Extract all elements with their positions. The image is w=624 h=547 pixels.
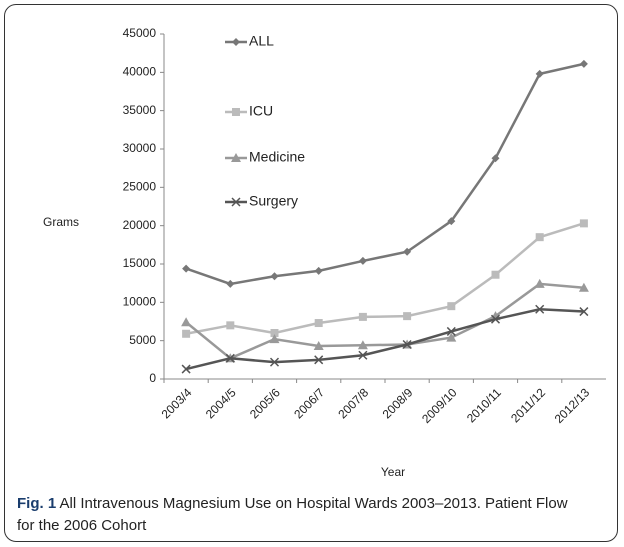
marker (181, 364, 191, 374)
marker (578, 282, 589, 292)
x-tick-label: 2003/4 (159, 385, 195, 421)
y-tick-label: 25000 (123, 180, 157, 194)
marker (446, 326, 456, 336)
chart: Grams Year 0 5000 10000 15000 20000 25000 3000… (43, 26, 606, 479)
legend-label: Surgery (249, 193, 298, 209)
marker (314, 266, 323, 275)
marker (535, 304, 545, 314)
marker (491, 154, 500, 163)
marker (357, 340, 368, 350)
marker (225, 353, 235, 363)
x-tick-label: 2004/5 (203, 385, 239, 421)
marker (358, 350, 368, 360)
marker (226, 279, 235, 288)
y-tick-label: 45000 (123, 26, 157, 40)
marker (314, 355, 324, 365)
y-tick-label: 20000 (123, 218, 157, 232)
marker (231, 197, 241, 207)
marker (231, 153, 241, 162)
marker (232, 108, 240, 116)
marker (358, 312, 367, 321)
marker (535, 233, 544, 242)
y-tick-label: 40000 (123, 65, 157, 79)
y-tick-label: 10000 (123, 295, 157, 309)
legend-label: ALL (249, 33, 274, 49)
series-line (185, 307, 584, 371)
marker (313, 341, 324, 351)
marker (358, 256, 367, 265)
marker (579, 307, 589, 317)
marker (535, 69, 544, 78)
y-tick-label: 0 (149, 371, 156, 385)
x-tick-label: 2012/13 (552, 385, 593, 426)
x-tick-label: 2007/8 (335, 385, 371, 421)
y-axis-label: Grams (43, 215, 79, 229)
series-line (185, 62, 585, 286)
caption-label: Fig. 1 (17, 495, 57, 512)
x-tick-label: 2010/11 (464, 385, 504, 425)
marker (181, 317, 192, 327)
marker (270, 329, 279, 337)
x-tick-label: 2011/12 (508, 385, 548, 425)
x-tick-label: 2009/10 (419, 385, 460, 426)
y-tick-label: 30000 (123, 141, 157, 155)
series-line (185, 222, 585, 335)
x-tick-label: 2006/7 (291, 385, 327, 421)
marker (269, 357, 280, 367)
caption-text: All Intravenous Magnesium Use on Hospita… (17, 495, 568, 534)
y-tick-label: 35000 (123, 103, 157, 117)
marker (447, 302, 456, 311)
marker (402, 339, 412, 350)
x-axis-label: Year (381, 465, 405, 479)
marker (579, 219, 588, 228)
marker (491, 270, 500, 279)
x-tick-label: 2005/6 (247, 385, 283, 421)
marker (182, 329, 191, 338)
legend-label: ICU (249, 103, 273, 119)
y-tick-label: 5000 (129, 333, 156, 347)
marker (182, 264, 191, 273)
marker (579, 59, 588, 68)
y-tick-label: 15000 (123, 256, 157, 270)
marker (232, 38, 240, 46)
marker (534, 278, 545, 288)
marker (403, 312, 412, 321)
x-tick-label: 2008/9 (380, 385, 416, 421)
marker (403, 247, 412, 256)
caption: Fig. 1 All Intravenous Magnesium Use on … (17, 493, 577, 537)
marker (270, 272, 279, 281)
marker (446, 332, 457, 342)
marker (447, 217, 456, 226)
legend-label: Medicine (249, 149, 305, 165)
marker (314, 319, 323, 328)
marker (269, 334, 280, 344)
marker (490, 314, 501, 324)
figure-frame: Grams Year 0 5000 10000 15000 20000 25000 3000… (4, 4, 618, 542)
marker (226, 321, 235, 330)
series-line (185, 282, 585, 360)
